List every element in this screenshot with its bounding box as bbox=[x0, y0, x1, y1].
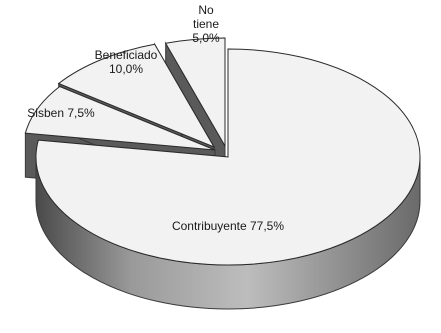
slice-top-beneficiado bbox=[57, 43, 216, 149]
label-beneficiado: Beneficiado 10,0% bbox=[95, 48, 158, 76]
label-no-tiene: No tiene 5,0% bbox=[192, 3, 220, 45]
slice-top-no-tiene bbox=[164, 37, 226, 148]
label-sisben: Sisben 7,5% bbox=[27, 106, 95, 120]
slice-top-contribuyente bbox=[35, 48, 421, 266]
label-contribuyente: Contribuyente 77,5% bbox=[172, 219, 284, 233]
slice-contribuyente bbox=[35, 48, 421, 310]
slice-top-sisben bbox=[24, 85, 216, 151]
